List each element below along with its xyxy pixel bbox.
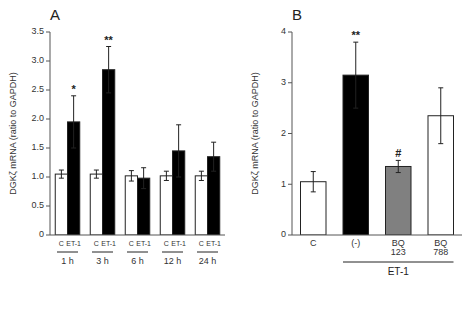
group-bracket (127, 252, 148, 253)
bar (103, 70, 115, 235)
y-tick-label: 4 (281, 26, 286, 36)
y-tick-label: 3 (281, 77, 286, 87)
series-label: ET-1 (206, 240, 221, 247)
y-tick-label: 1.0 (31, 171, 44, 181)
y-tick-label: 1.5 (31, 142, 44, 152)
bar (160, 176, 172, 235)
chart-root: A DGKζ mRNA (ratio to GAPDH) 0 0.5 1.0 1.5 2.0… (0, 0, 474, 334)
y-tick (46, 148, 50, 149)
x-axis-line (50, 235, 225, 236)
x-tick-label: 12 h (164, 256, 182, 266)
error-bar (94, 170, 99, 178)
significance-label: * (71, 83, 76, 95)
series-label: ET-1 (101, 240, 116, 247)
x-tick-label: C (310, 238, 317, 248)
x-axis-line (292, 235, 462, 236)
y-tick-label: 2.0 (31, 113, 44, 123)
bar (125, 176, 137, 235)
y-tick (46, 206, 50, 207)
x-tick-label: 3 h (96, 256, 109, 266)
y-tick-label: 0 (281, 229, 286, 239)
y-tick (288, 133, 292, 134)
error-bar (199, 171, 204, 180)
panel: A DGKζ mRNA (ratio to GAPDH) 0 0.5 1.0 1.5 2.0… (8, 6, 225, 266)
series-label: ET-1 (171, 240, 186, 247)
y-tick (288, 32, 292, 33)
group-bracket (162, 252, 183, 253)
significance-label: ** (104, 34, 113, 46)
group-bracket (92, 252, 113, 253)
y-axis-label: DGKζ mRNA (ratio to GAPDH) (250, 72, 260, 195)
bar (195, 176, 207, 235)
error-bar (129, 171, 134, 181)
error-bar (106, 47, 111, 93)
y-tick (288, 184, 292, 185)
error-bar (164, 171, 169, 180)
x-axis-label: ET-1 (388, 266, 410, 277)
y-tick-label: 2 (281, 128, 286, 138)
y-tick-label: 3.5 (31, 26, 44, 36)
x-tick-label: BQ123 (391, 238, 406, 257)
x-tick-label-line: 123 (391, 247, 406, 257)
error-bar (176, 125, 181, 177)
error-bar (438, 88, 443, 144)
significance-label: ** (351, 29, 360, 41)
x-tick-label: 24 h (199, 256, 217, 266)
y-tick (46, 119, 50, 120)
error-bar (353, 42, 358, 108)
series-label: ET-1 (66, 240, 81, 247)
x-tick-label: 6 h (131, 256, 144, 266)
marks (301, 42, 454, 235)
error-bar (396, 160, 401, 172)
error-bar (141, 168, 146, 189)
group-bracket (57, 252, 78, 253)
x-tick-label-line: (-) (351, 238, 360, 248)
error-bar (311, 172, 316, 192)
series-label: C (94, 240, 99, 247)
bar (386, 166, 412, 235)
y-tick-label: 1 (281, 179, 286, 189)
bar (90, 174, 102, 235)
annotations: ** # (351, 29, 401, 159)
series-label: C (129, 240, 134, 247)
x-tick-label-line: C (310, 238, 317, 248)
series-label: ET-1 (136, 240, 151, 247)
marks (55, 47, 220, 236)
y-tick (46, 32, 50, 33)
y-tick-label: 0 (39, 229, 44, 239)
y-tick (288, 235, 292, 236)
series-label: C (164, 240, 169, 247)
annotations: *** (71, 34, 113, 95)
error-bar (71, 96, 76, 148)
y-tick-label: 0.5 (31, 200, 44, 210)
error-bar (59, 170, 64, 178)
significance-label: # (395, 147, 401, 159)
series-label: C (59, 240, 64, 247)
title: B (292, 6, 302, 23)
y-tick (46, 61, 50, 62)
y-axis-line (292, 32, 293, 235)
bar (55, 174, 67, 235)
y-tick-label: 3.0 (31, 55, 44, 65)
x-tick-label: 1 h (61, 256, 74, 266)
treatment-bracket (343, 262, 454, 263)
y-axis-label: DGKζ mRNA (ratio to GAPDH) (8, 72, 18, 195)
x-tick-label: BQ788 (433, 238, 448, 257)
y-tick (46, 235, 50, 236)
panel: BDGKζ mRNA (ratio to GAPDH)01234**#C(-)B… (250, 6, 462, 277)
x-tick-label: (-) (351, 238, 360, 248)
y-tick-label: 2.5 (31, 84, 44, 94)
y-tick (46, 90, 50, 91)
series-label: C (199, 240, 204, 247)
y-axis-line (50, 32, 51, 235)
y-tick (46, 177, 50, 178)
group-bracket (197, 252, 218, 253)
title: A (50, 6, 60, 23)
error-bar (211, 142, 216, 171)
y-tick (288, 82, 292, 83)
x-tick-label-line: 788 (433, 247, 448, 257)
